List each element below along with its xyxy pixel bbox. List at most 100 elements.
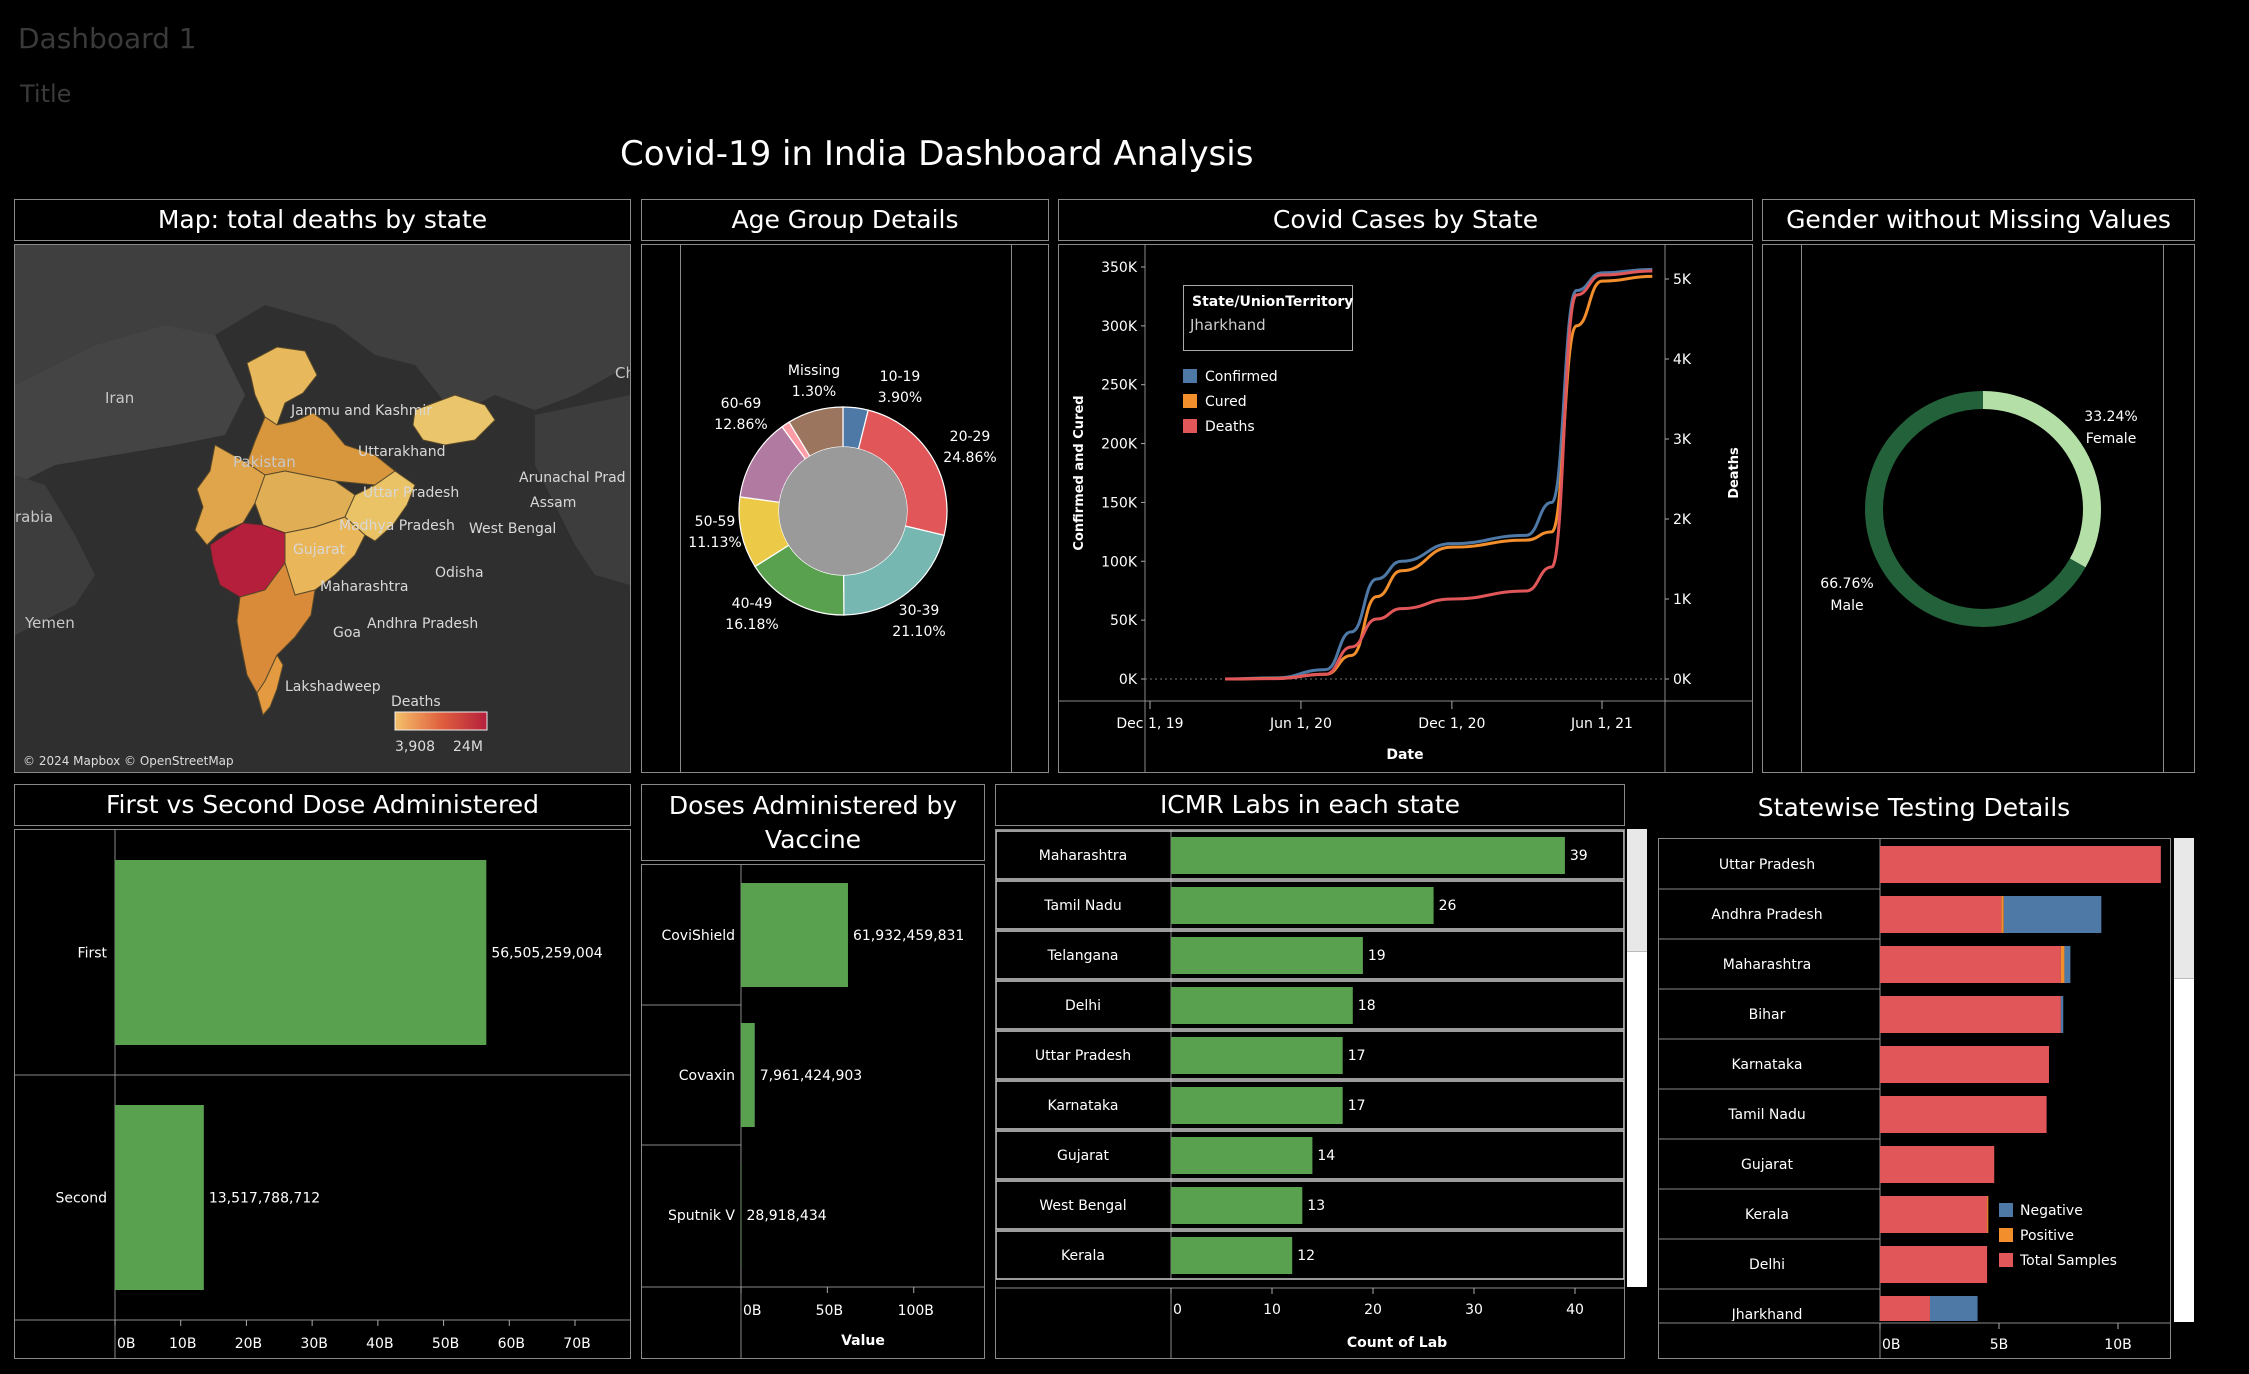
vaccine-bar-covaxin[interactable] xyxy=(741,1023,755,1127)
testing-bar-total[interactable] xyxy=(1880,846,2161,883)
y-left-tick: 350K xyxy=(1101,260,1138,276)
labs-value-label: 17 xyxy=(1348,1098,1366,1114)
state-filter-value[interactable]: Jharkhand xyxy=(1190,316,1266,334)
state-northeast[interactable] xyxy=(412,394,496,446)
labs-x-tick: 10 xyxy=(1263,1302,1281,1318)
state-rajasthan-gujarat[interactable] xyxy=(194,444,266,546)
state-kerala-tn[interactable] xyxy=(256,653,284,717)
state-south[interactable] xyxy=(236,561,316,694)
dose-bar-chart[interactable]: First 56,505,259,004 Second 13,517,788,712 0… xyxy=(15,830,630,1358)
testing-bar-positive[interactable] xyxy=(1987,1196,1989,1233)
map-panel[interactable]: Iran Pakistan rabia Yemen Ch Jammu and K… xyxy=(14,244,631,773)
testing-bar-total[interactable] xyxy=(1880,1196,1988,1233)
title-placeholder: Title xyxy=(20,80,72,108)
dose-panel-title: First vs Second Dose Administered xyxy=(14,784,631,826)
labs-x-tick: 0 xyxy=(1173,1302,1182,1318)
gender-slice-female[interactable] xyxy=(1983,391,2101,568)
labs-value-label: 18 xyxy=(1358,998,1376,1014)
testing-bar-negative[interactable] xyxy=(2003,896,2102,933)
age-pct: 12.86% xyxy=(714,417,767,433)
dose-x-tick: 30B xyxy=(300,1336,327,1352)
testing-bar-total[interactable] xyxy=(1880,996,2061,1033)
legend-confirmed[interactable]: Confirmed xyxy=(1183,365,1278,390)
labs-bar-delhi[interactable] xyxy=(1171,987,1353,1024)
labs-bar-gujarat[interactable] xyxy=(1171,1137,1313,1174)
labs-scrollbar-thumb[interactable] xyxy=(1627,829,1647,952)
vaccine-bar-sputnik-v[interactable] xyxy=(741,1163,742,1267)
series-line-deaths[interactable] xyxy=(1225,269,1653,681)
y-right-tick: 3K xyxy=(1673,432,1692,448)
labs-bar-west-bengal[interactable] xyxy=(1171,1187,1303,1224)
age-donut-chart[interactable]: 10-19 3.90% 20-29 24.86% 30-39 21.10% 40-49 16.… xyxy=(642,245,1048,772)
testing-bar-total[interactable] xyxy=(1880,946,2061,983)
vaccine-bar-chart[interactable]: CoviShield 61,932,459,831 Covaxin 7,961,424… xyxy=(642,865,984,1358)
cases-line-chart[interactable]: 350K 300K 250K 200K 150K 100K 50K 0K 5K 4K 3K 2K 1K 0… xyxy=(1059,245,1752,772)
india-map[interactable]: Iran Pakistan rabia Yemen Ch Jammu and K… xyxy=(15,245,630,772)
x-tick: Jun 1, 21 xyxy=(1570,716,1633,732)
testing-panel: Uttar Pradesh Andhra Pradesh Maharashtra Bi… xyxy=(1658,838,2171,1359)
labs-bar-chart[interactable]: Maharashtra 39 Tamil Nadu 26 Telangana 19 Delh… xyxy=(996,830,1624,1358)
age-label: 40-49 xyxy=(732,596,773,612)
testing-category-label: Tamil Nadu xyxy=(1727,1107,1806,1123)
dose-value-label: 56,505,259,004 xyxy=(491,946,602,962)
series-line-confirmed[interactable] xyxy=(1225,267,1653,681)
labs-bar-tamil-nadu[interactable] xyxy=(1171,887,1434,924)
map-legend-max: 24M xyxy=(453,739,483,755)
dose-x-tick: 70B xyxy=(563,1336,590,1352)
testing-x-tick: 0B xyxy=(1882,1337,1901,1353)
labs-bar-kerala[interactable] xyxy=(1171,1237,1293,1274)
legend-label: Deaths xyxy=(1205,419,1255,435)
testing-bar-total[interactable] xyxy=(1880,1146,1995,1183)
x-tick: Jun 1, 20 xyxy=(1269,716,1332,732)
vaccine-bar-covishield[interactable] xyxy=(741,883,848,987)
labs-bar-maharashtra[interactable] xyxy=(1171,837,1565,874)
india-states[interactable] xyxy=(194,346,496,717)
testing-bar-positive[interactable] xyxy=(2060,946,2065,983)
dose-bar-first[interactable] xyxy=(115,860,487,1045)
labs-category-label: Uttar Pradesh xyxy=(1035,1048,1131,1064)
labs-row xyxy=(996,1180,1624,1230)
labs-category-label: West Bengal xyxy=(1039,1198,1126,1214)
dose-x-tick: 40B xyxy=(366,1336,393,1352)
testing-scrollbar-thumb[interactable] xyxy=(2174,838,2194,979)
state-jk[interactable] xyxy=(246,346,318,426)
labs-bar-karnataka[interactable] xyxy=(1171,1087,1343,1124)
dose-bar-second[interactable] xyxy=(115,1105,204,1290)
land-west xyxy=(15,325,245,485)
country-label: rabia xyxy=(15,508,53,526)
labs-bar-uttar-pradesh[interactable] xyxy=(1171,1037,1343,1074)
y-right-axis-label: Deaths xyxy=(1727,447,1742,499)
y-left-tick: 0K xyxy=(1119,672,1138,688)
testing-bar-negative[interactable] xyxy=(2060,996,2064,1033)
map-labels: Iran Pakistan rabia Yemen Ch xyxy=(15,364,630,632)
labs-row xyxy=(996,1080,1624,1130)
legend-swatch xyxy=(1183,369,1197,383)
labs-bar-telangana[interactable] xyxy=(1171,937,1363,974)
testing-bar-positive[interactable] xyxy=(2001,896,2004,933)
labs-scrollbar[interactable] xyxy=(1627,829,1647,1287)
testing-bar-negative[interactable] xyxy=(2064,946,2071,983)
labs-category-label: Maharashtra xyxy=(1039,848,1127,864)
age-left-divider xyxy=(680,245,681,772)
x-axis-label: Date xyxy=(1386,747,1423,763)
testing-bar-total[interactable] xyxy=(1880,1096,2047,1133)
labs-x-tick: 40 xyxy=(1566,1302,1584,1318)
testing-bar-total[interactable] xyxy=(1880,1046,2049,1083)
country-label: Iran xyxy=(105,389,134,407)
state-east[interactable] xyxy=(344,470,416,542)
gender-left-divider xyxy=(1801,245,1802,772)
labs-value-label: 12 xyxy=(1297,1248,1315,1264)
labs-row xyxy=(996,980,1624,1030)
legend-deaths[interactable]: Deaths xyxy=(1183,415,1278,440)
legend-label: Confirmed xyxy=(1205,369,1278,385)
land-north xyxy=(15,245,630,415)
testing-bar-total[interactable] xyxy=(1880,1246,1988,1283)
vaccine-x-tick: 100B xyxy=(898,1303,934,1319)
legend-cured[interactable]: Cured xyxy=(1183,390,1278,415)
gender-donut-chart[interactable]: 33.24% Female 66.76% Male xyxy=(1763,245,2194,772)
testing-category-label: Delhi xyxy=(1749,1257,1785,1273)
state-filter[interactable]: State/UnionTerritory Jharkhand xyxy=(1183,285,1353,351)
testing-bar-total[interactable] xyxy=(1880,896,2002,933)
testing-scrollbar[interactable] xyxy=(2174,838,2194,1322)
testing-bar-chart[interactable]: Uttar Pradesh Andhra Pradesh Maharashtra Bi… xyxy=(1659,839,2170,1358)
